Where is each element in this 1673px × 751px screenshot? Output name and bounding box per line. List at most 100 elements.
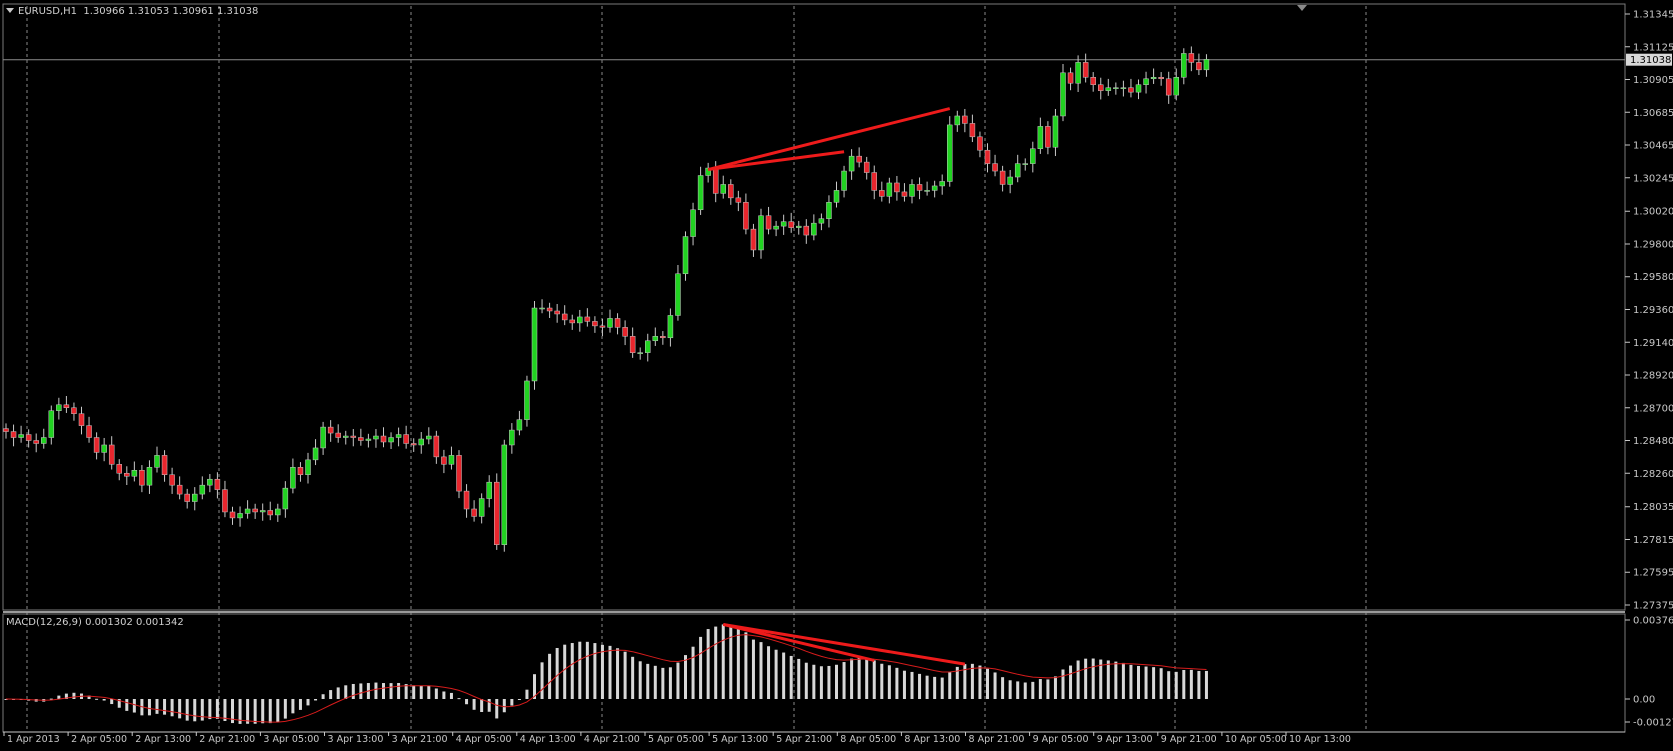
macd-bar [563,644,567,699]
candle [569,314,575,330]
grid-layer [3,6,1625,730]
macd-tick-label: 0.003766 [1633,616,1673,627]
macd-bar [246,699,250,724]
macd-bar [797,658,801,699]
candle [252,503,258,519]
candle [509,423,515,454]
macd-bar [502,699,506,713]
macd-bar [472,699,476,710]
macd-divergence-trendline [723,622,966,666]
macd-bar [789,655,793,699]
candle-body [569,319,575,324]
price-tick-label: 1.27375 [1633,601,1673,612]
price-tick-label: 1.28035 [1633,502,1673,513]
candle-body [1075,62,1081,84]
candle-body [441,456,447,465]
candle [1128,78,1134,98]
divergence-trendline [707,150,845,172]
candle [259,503,266,521]
macd-bar [608,645,612,699]
candle [1120,80,1127,97]
price-tick-label: 1.30020 [1633,207,1673,218]
candle-body [607,318,613,328]
candle [78,406,85,435]
candle-body [667,315,674,339]
macd-bar [215,699,219,719]
macd-bar [1152,667,1156,699]
candle-body [690,209,696,237]
time-tick-label: 3 Apr 13:00 [328,734,384,745]
price-tick-label: 1.30905 [1633,75,1673,86]
candle-body [826,202,832,219]
candle [607,309,613,333]
candle [879,181,885,202]
candle [1173,68,1179,101]
candle [494,473,500,550]
candle-body [924,190,930,192]
macd-bar [1159,668,1163,699]
macd-bar [57,695,61,699]
time-tick-label: 5 Apr 21:00 [776,734,832,745]
candle-body [728,184,734,199]
macd-bar [668,667,672,699]
candle [373,429,379,448]
macd-bar [1144,666,1148,699]
candle [146,460,153,494]
candle-body [139,470,145,486]
macd-bar [850,658,854,699]
macd-bar [49,698,53,700]
candle [735,190,742,212]
dropdown-triangle-icon[interactable] [6,8,14,13]
candle [1098,77,1104,100]
candle-body [818,218,825,224]
candle-body [561,313,568,321]
candle [992,154,998,177]
candle [697,166,704,215]
price-tick-label: 1.30685 [1633,108,1673,119]
candle [1037,117,1044,154]
macd-bar [653,665,657,699]
macd-bar [782,652,786,699]
candle [1143,71,1149,94]
candle-body [765,215,772,230]
candle [486,475,492,508]
candle [818,213,825,231]
candle [561,305,568,326]
price-tick-label: 1.31345 [1633,10,1673,21]
price-tick-label: 1.28920 [1633,371,1673,382]
price-tick-label: 1.29140 [1633,338,1673,349]
candle-body [637,352,643,354]
candle-body [305,459,311,475]
macd-bar [631,656,635,699]
scroll-marker-icon[interactable] [1297,5,1307,11]
macd-bar [857,657,861,699]
candle-body [592,321,598,327]
candle-body [962,115,968,124]
macd-bar [676,662,680,699]
candle-body [524,380,530,420]
macd-signal-line [5,634,1207,723]
candle-body [176,484,183,495]
macd-bar [1038,679,1042,699]
candle [592,316,598,333]
candle [962,108,968,133]
candle [750,223,757,257]
candle [448,446,455,470]
macd-bar [102,699,106,701]
candle-body [154,455,160,468]
macd-bar [895,667,899,699]
candle-body [599,325,606,328]
macd-bar [321,694,325,699]
candle [637,347,643,360]
candle [546,302,553,318]
candle-body [1196,62,1202,71]
time-tick-label: 9 Apr 05:00 [1033,734,1089,745]
candle [856,147,862,168]
candle [833,181,840,208]
candle-body [252,508,258,513]
macd-tick-label: -0.001278 [1633,718,1673,729]
candle [395,427,402,447]
macd-bar [231,699,234,724]
candle [86,416,92,443]
